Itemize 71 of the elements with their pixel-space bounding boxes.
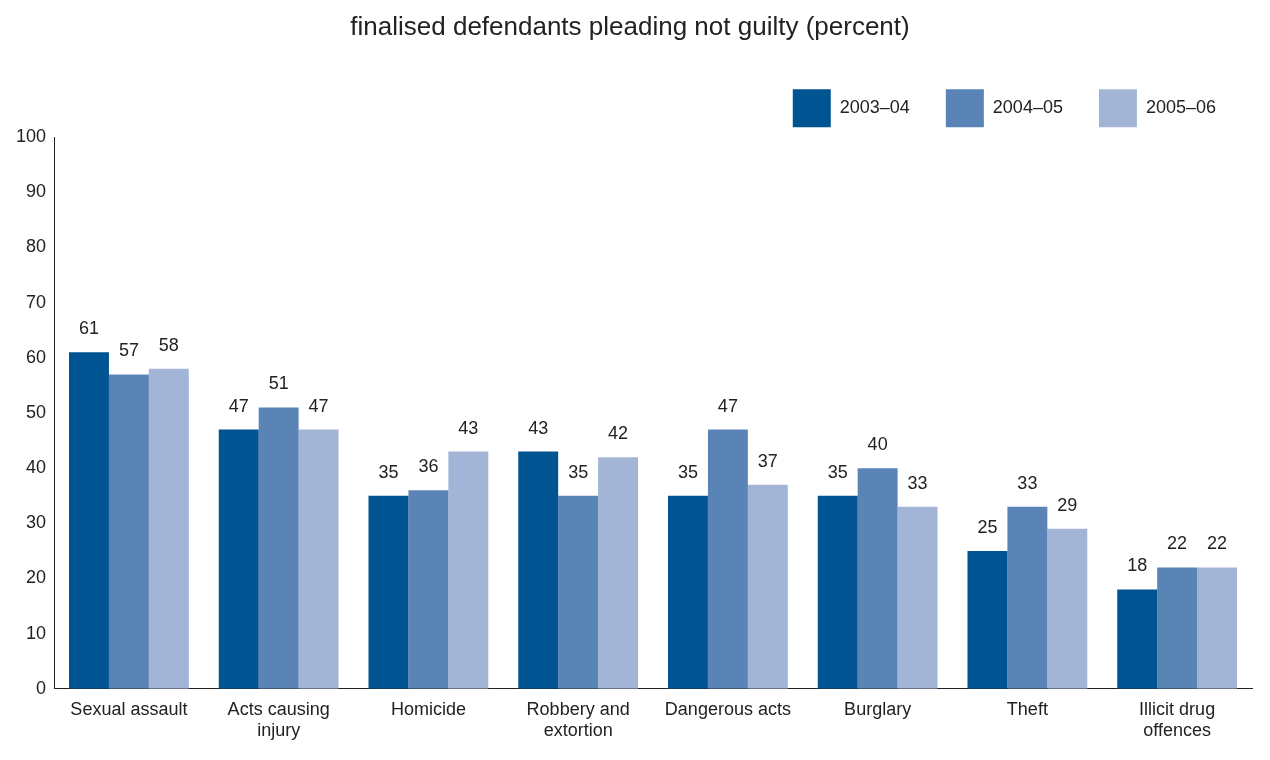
data-label: 25 (977, 516, 998, 537)
data-label: 47 (717, 395, 738, 416)
data-label: 22 (1167, 533, 1188, 554)
data-label: 58 (158, 334, 179, 355)
data-label: 37 (757, 450, 778, 471)
y-tick-label: 100 (15, 126, 47, 147)
y-tick-label: 60 (26, 346, 47, 367)
bar (1157, 567, 1198, 689)
data-label: 42 (608, 423, 629, 444)
data-label: 61 (78, 318, 99, 339)
y-tick-label: 10 (26, 622, 47, 643)
y-tick-label: 50 (26, 401, 47, 422)
data-label: 51 (268, 373, 289, 394)
bar (817, 495, 858, 689)
x-tick-label: Illicit drug offences (1139, 698, 1216, 741)
bar (1197, 567, 1238, 689)
legend-label: 2005–06 (1145, 97, 1216, 118)
data-label: 57 (118, 340, 139, 361)
bar (897, 506, 938, 689)
chart-title: finalised defendants pleading not guilty (percent) (350, 10, 910, 41)
legend-label: 2004–05 (992, 97, 1063, 118)
data-label: 33 (907, 472, 928, 493)
bar (408, 490, 449, 689)
data-label: 18 (1127, 555, 1148, 576)
y-tick-label: 0 (36, 677, 47, 698)
bar (598, 457, 639, 689)
bar (148, 368, 189, 689)
x-tick-label: Acts causing injury (227, 698, 330, 741)
y-tick-label: 20 (26, 567, 47, 588)
data-label: 36 (418, 456, 439, 477)
y-tick-label: 40 (26, 457, 47, 478)
bar (218, 429, 259, 689)
legend-label: 2003–04 (839, 97, 910, 118)
data-label: 35 (827, 461, 848, 482)
data-label: 29 (1057, 494, 1078, 515)
bar (368, 495, 409, 689)
data-label: 33 (1017, 472, 1038, 493)
data-label: 35 (677, 461, 698, 482)
x-tick-label: Dangerous acts (664, 698, 791, 719)
bar (448, 451, 489, 689)
y-tick-label: 90 (26, 181, 47, 202)
bar (1007, 506, 1048, 689)
bar (108, 374, 149, 689)
x-tick-label: Robbery and extortion (526, 698, 630, 741)
y-tick-label: 70 (26, 291, 47, 312)
bar (518, 451, 559, 689)
bar (857, 468, 898, 689)
bar (1047, 528, 1088, 689)
data-label: 43 (528, 417, 549, 438)
bar (298, 429, 339, 689)
data-label: 35 (568, 461, 589, 482)
bar (747, 484, 788, 689)
bar (967, 550, 1008, 689)
bar (707, 429, 748, 689)
data-label: 22 (1207, 533, 1228, 554)
bar (1117, 589, 1158, 689)
x-tick-label: Burglary (844, 698, 912, 719)
data-label: 47 (308, 395, 329, 416)
y-tick-label: 80 (26, 236, 47, 257)
data-label: 43 (458, 417, 479, 438)
x-tick-label: Theft (1006, 698, 1048, 719)
bar (258, 407, 299, 689)
bar (558, 495, 599, 689)
bar (667, 495, 708, 689)
bar (69, 352, 109, 689)
y-tick-label: 30 (26, 512, 47, 533)
x-tick-label: Homicide (390, 698, 466, 719)
data-label: 47 (228, 395, 249, 416)
data-label: 40 (867, 434, 888, 455)
data-label: 35 (378, 461, 399, 482)
x-tick-label: Sexual assault (70, 698, 188, 719)
